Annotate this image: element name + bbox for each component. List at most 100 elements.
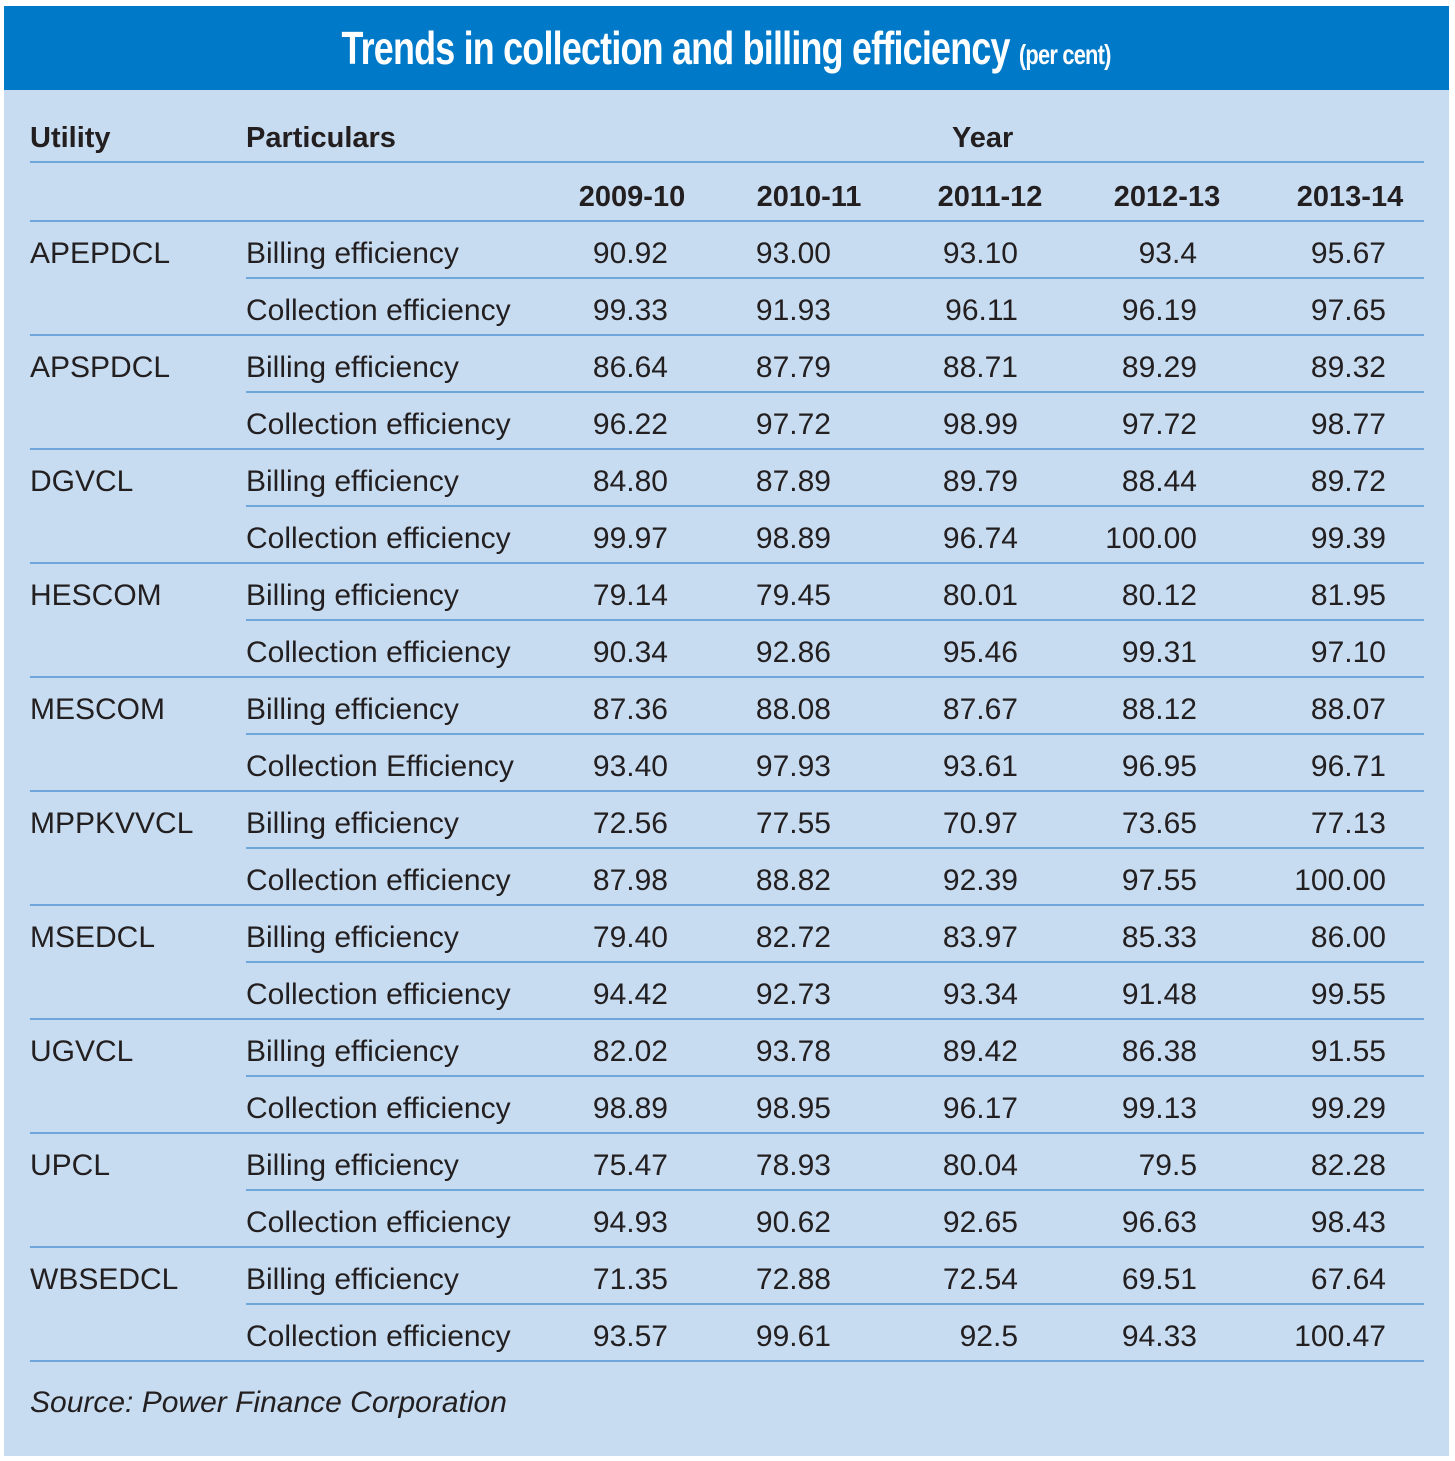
particulars-cell: Billing efficiency [246, 1263, 459, 1296]
row-rule [246, 1189, 1424, 1191]
value-cell-2013-14: 89.72 [1310, 465, 1386, 498]
row-rule [246, 277, 1424, 279]
value-cell-2011-12: 92.5 [959, 1320, 1018, 1353]
source-note: Source: Power Finance Corporation [30, 1386, 507, 1419]
value-cell-2010-11: 90.62 [755, 1206, 831, 1239]
particulars-cell: Collection efficiency [246, 522, 511, 555]
utility-cell: DGVCL [30, 465, 134, 498]
value-cell-2011-12: 92.65 [942, 1206, 1018, 1239]
value-cell-2013-14: 100.00 [1294, 864, 1386, 897]
year-header-rule [30, 220, 1424, 222]
particulars-cell: Collection efficiency [246, 864, 511, 897]
row-rule [246, 391, 1424, 393]
group-rule [30, 334, 1424, 336]
particulars-cell: Collection Efficiency [246, 750, 514, 783]
row-rule [246, 733, 1424, 735]
particulars-cell: Collection efficiency [246, 636, 511, 669]
particulars-cell: Collection efficiency [246, 1320, 511, 1353]
particulars-cell: Billing efficiency [246, 237, 459, 270]
value-cell-2012-13: 86.38 [1121, 1035, 1197, 1068]
value-cell-2011-12: 93.61 [942, 750, 1018, 783]
table-panel: Trends in collection and billing efficie… [4, 6, 1449, 1456]
header-rule [30, 161, 1424, 163]
particulars-cell: Collection efficiency [246, 1092, 511, 1125]
value-cell-2011-12: 96.11 [945, 294, 1018, 327]
value-cell-2010-11: 72.88 [755, 1263, 831, 1296]
value-cell-2013-14: 99.29 [1310, 1092, 1386, 1125]
value-cell-2013-14: 97.10 [1310, 636, 1386, 669]
value-cell-2013-14: 96.71 [1310, 750, 1386, 783]
value-cell-2013-14: 82.28 [1310, 1149, 1386, 1182]
group-rule [30, 1246, 1424, 1248]
value-cell-2012-13: 97.72 [1121, 408, 1197, 441]
group-rule [30, 1360, 1424, 1362]
value-cell-2012-13: 73.65 [1121, 807, 1197, 840]
particulars-cell: Billing efficiency [246, 579, 459, 612]
value-cell-2009-10: 75.47 [592, 1149, 668, 1182]
value-cell-2010-11: 78.93 [755, 1149, 831, 1182]
year-header-2013-14: 2013-14 [1296, 181, 1404, 213]
utility-cell: MSEDCL [30, 921, 156, 954]
value-cell-2013-14: 67.64 [1310, 1263, 1386, 1296]
header-utility: Utility [30, 122, 111, 154]
value-cell-2009-10: 84.80 [592, 465, 668, 498]
value-cell-2011-12: 72.54 [942, 1263, 1018, 1296]
value-cell-2011-12: 83.97 [942, 921, 1018, 954]
value-cell-2011-12: 93.10 [942, 237, 1018, 270]
value-cell-2013-14: 98.43 [1310, 1206, 1386, 1239]
value-cell-2011-12: 70.97 [942, 807, 1018, 840]
value-cell-2013-14: 100.47 [1294, 1320, 1386, 1353]
particulars-cell: Collection efficiency [246, 408, 511, 441]
value-cell-2010-11: 88.82 [755, 864, 831, 897]
value-cell-2011-12: 98.99 [942, 408, 1018, 441]
value-cell-2012-13: 94.33 [1121, 1320, 1197, 1353]
value-cell-2012-13: 88.44 [1121, 465, 1197, 498]
row-rule [246, 619, 1424, 621]
value-cell-2012-13: 100.00 [1105, 522, 1197, 555]
value-cell-2013-14: 88.07 [1310, 693, 1386, 726]
value-cell-2009-10: 96.22 [592, 408, 668, 441]
value-cell-2010-11: 88.08 [755, 693, 831, 726]
group-rule [30, 1132, 1424, 1134]
value-cell-2013-14: 81.95 [1310, 579, 1386, 612]
particulars-cell: Billing efficiency [246, 465, 459, 498]
value-cell-2012-13: 89.29 [1121, 351, 1197, 384]
year-header-2012-13: 2012-13 [1113, 181, 1221, 213]
utility-cell: MESCOM [30, 693, 165, 726]
particulars-cell: Billing efficiency [246, 351, 459, 384]
value-cell-2010-11: 82.72 [755, 921, 831, 954]
value-cell-2009-10: 94.93 [592, 1206, 668, 1239]
value-cell-2012-13: 91.48 [1121, 978, 1197, 1011]
value-cell-2013-14: 98.77 [1310, 408, 1386, 441]
value-cell-2010-11: 87.89 [755, 465, 831, 498]
particulars-cell: Billing efficiency [246, 921, 459, 954]
value-cell-2011-12: 95.46 [942, 636, 1018, 669]
value-cell-2013-14: 91.55 [1310, 1035, 1386, 1068]
group-rule [30, 676, 1424, 678]
value-cell-2010-11: 87.79 [755, 351, 831, 384]
value-cell-2009-10: 82.02 [592, 1035, 668, 1068]
utility-cell: UGVCL [30, 1035, 134, 1068]
value-cell-2011-12: 96.74 [942, 522, 1018, 555]
title-unit: (per cent) [1019, 39, 1112, 70]
value-cell-2009-10: 99.97 [592, 522, 668, 555]
value-cell-2009-10: 90.92 [592, 237, 668, 270]
particulars-cell: Billing efficiency [246, 1035, 459, 1068]
table-title: Trends in collection and billing efficie… [342, 21, 1112, 75]
value-cell-2011-12: 80.04 [942, 1149, 1018, 1182]
group-rule [30, 562, 1424, 564]
value-cell-2010-11: 99.61 [755, 1320, 831, 1353]
value-cell-2010-11: 92.73 [755, 978, 831, 1011]
utility-cell: APEPDCL [30, 237, 171, 270]
value-cell-2011-12: 87.67 [942, 693, 1018, 726]
value-cell-2009-10: 93.40 [592, 750, 668, 783]
value-cell-2009-10: 94.42 [592, 978, 668, 1011]
value-cell-2013-14: 86.00 [1310, 921, 1386, 954]
value-cell-2012-13: 85.33 [1121, 921, 1197, 954]
utility-cell: HESCOM [30, 579, 162, 612]
value-cell-2009-10: 72.56 [592, 807, 668, 840]
year-header-2009-10: 2009-10 [578, 181, 686, 213]
value-cell-2012-13: 96.63 [1121, 1206, 1197, 1239]
value-cell-2010-11: 77.55 [755, 807, 831, 840]
value-cell-2010-11: 79.45 [755, 579, 831, 612]
